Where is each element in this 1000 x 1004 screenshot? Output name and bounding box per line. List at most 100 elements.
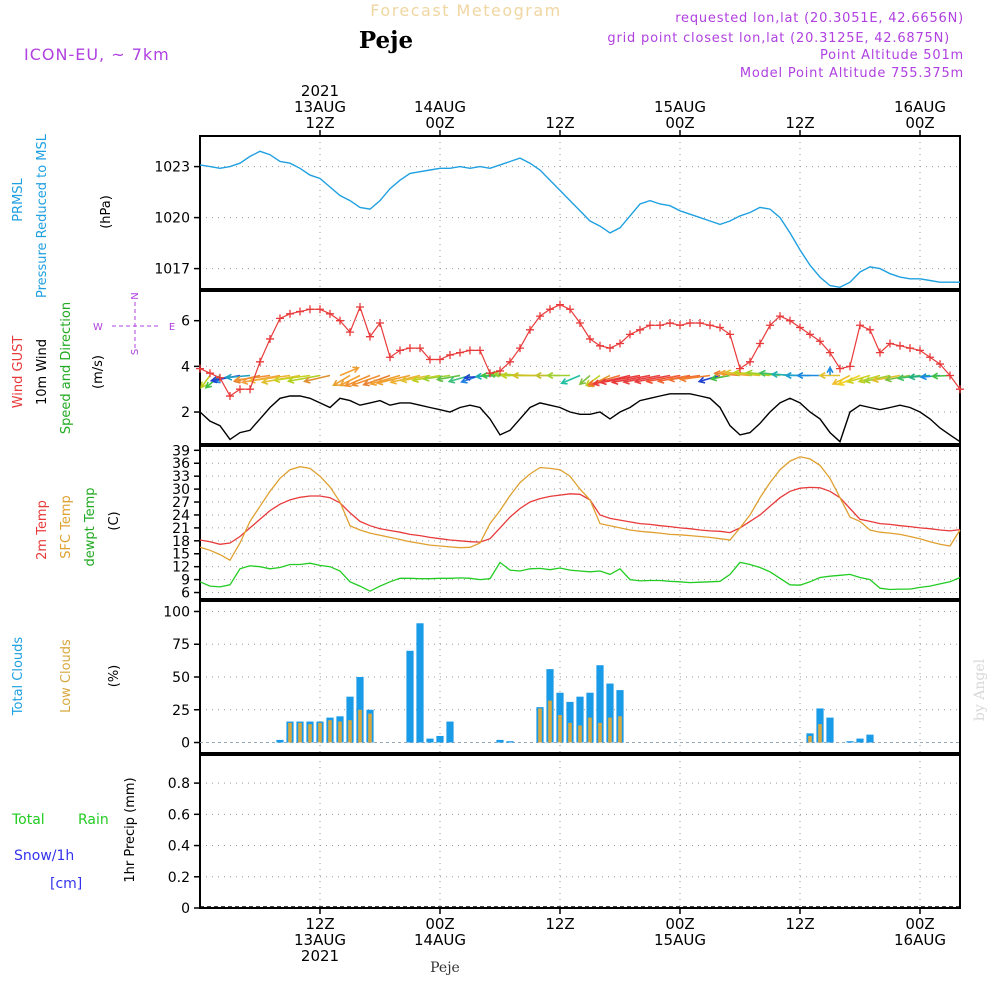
total-clouds-bar: [596, 665, 604, 743]
wind-arrow-head: [784, 371, 792, 380]
wind-gust-marker: [916, 346, 924, 355]
y-tick-label: 1020: [154, 211, 190, 227]
total-clouds-bar: [866, 734, 874, 743]
pressure-label-desc: Pressure Reduced to MSL: [35, 133, 50, 298]
wind-gust-marker: [526, 325, 534, 334]
wind-10m-label: 10m Wind: [35, 339, 50, 405]
wind-direction-arrow: [343, 374, 371, 388]
wind-direction-arrow: [286, 374, 321, 384]
wind-gust-marker: [596, 341, 604, 350]
panel-frame: [199, 600, 961, 754]
wind-gust-marker: [476, 346, 484, 355]
y-tick-label: 6: [181, 314, 190, 330]
top-time-label: 16AUG: [894, 98, 946, 116]
y-tick-label: 12: [172, 560, 190, 576]
wind-arrow-shaft: [872, 374, 901, 382]
total-clouds-bar: [566, 701, 574, 743]
wind-direction-arrow: [435, 374, 461, 383]
wind-gust-marker: [896, 341, 904, 350]
wind-direction-arrow: [622, 374, 661, 385]
low-clouds-bar: [288, 722, 292, 743]
wind-direction-arrow: [302, 374, 331, 384]
total-clouds-bar: [606, 683, 614, 743]
bottom-time-label: 15AUG: [654, 931, 706, 949]
low-clouds-bar: [588, 717, 592, 743]
wind-arrow-head: [499, 371, 508, 380]
wind-gust-marker: [846, 362, 854, 371]
requested-coords: requested lon,lat (20.3051E, 42.6656N): [675, 11, 964, 26]
wind-arrow-head: [930, 372, 939, 380]
wind-arrow-head: [422, 374, 430, 382]
wind-arrow-shaft: [339, 367, 359, 377]
bottom-time-label: 12Z: [305, 915, 334, 933]
wind-arrow-head: [826, 365, 834, 374]
y-tick-label: 4: [181, 359, 190, 375]
total-clouds-bar: [846, 741, 854, 743]
wind-gust-marker: [236, 385, 244, 394]
wind-gust-marker: [466, 346, 474, 355]
model-altitude: Model Point Altitude 755.375m: [740, 66, 964, 81]
bottom-location-label: Peje: [430, 960, 460, 976]
wind-gust-marker: [266, 334, 274, 343]
wind-arrow-shaft: [288, 374, 321, 383]
y-tick-label: 39: [172, 443, 190, 459]
low-clouds-bar: [338, 721, 342, 743]
wind-arrow-head: [474, 372, 482, 380]
total-clouds-bar: [436, 735, 444, 743]
y-tick-label: 0.4: [168, 839, 190, 855]
top-time-label: 00Z: [665, 114, 694, 132]
wind-arrow-head: [545, 371, 554, 380]
y-tick-label: 36: [172, 456, 190, 472]
wind-arrow-shaft: [847, 374, 871, 383]
wind-arrow-shaft: [437, 374, 461, 381]
wind-arrow-shaft: [200, 375, 211, 388]
wind-panel: 2 4 6: [181, 290, 964, 445]
wind-gust-marker: [556, 300, 564, 309]
wind-arrow-head: [332, 379, 340, 387]
wind-gust-marker: [806, 330, 814, 339]
wind-arrow-shaft: [249, 374, 291, 382]
wind-gust-marker: [686, 318, 694, 327]
wind-arrow-head: [204, 381, 213, 389]
wind-gust-marker: [876, 348, 884, 357]
wind-gust-marker: [706, 321, 714, 330]
clouds-unit-label: (%): [107, 665, 122, 688]
wind-arrow-shaft: [725, 371, 761, 377]
wind-arrow-head: [723, 369, 732, 377]
pressure-label-prmsl: PRMSL: [11, 177, 26, 221]
wind-gust-marker: [356, 302, 364, 311]
wind-arrow-head: [200, 381, 208, 389]
total-clouds-bar: [496, 739, 504, 743]
bottom-time-label: 14AUG: [414, 931, 466, 949]
wind-arrow-shaft: [909, 374, 931, 379]
sfc-line: [199, 456, 961, 562]
total-clouds-bar: [426, 738, 434, 743]
bottom-time-label: 12Z: [785, 915, 814, 933]
total-clouds-bar: [446, 721, 454, 743]
top-time-label: 2021: [301, 82, 339, 100]
wind-gust-marker: [656, 321, 664, 330]
wind-gust-marker: [766, 321, 774, 330]
wind-direction-arrow: [200, 375, 211, 389]
wind-gust-marker: [336, 316, 344, 325]
wind-gust-marker: [286, 309, 294, 318]
wind-gust-marker: [226, 392, 234, 401]
wind-gust-marker: [486, 369, 494, 378]
wind-arrow-head: [919, 373, 927, 381]
wind-gust-marker: [496, 366, 504, 375]
wind-direction-arrow: [770, 370, 801, 379]
wind-arrow-shaft: [646, 374, 681, 383]
top-time-label: 00Z: [905, 114, 934, 132]
wind-gust-marker: [866, 325, 874, 334]
snow-unit-label: [cm]: [50, 876, 82, 892]
low-clouds-bar: [328, 720, 332, 743]
y-tick-label: 33: [172, 469, 190, 485]
wind-direction-arrow: [826, 365, 834, 376]
bottom-time-label: 00Z: [905, 915, 934, 933]
low-clouds-bar: [358, 709, 362, 743]
y-tick-label: 50: [172, 670, 190, 686]
wind-arrow-shaft: [235, 374, 271, 381]
wind-direction-arrow: [224, 373, 251, 381]
wind-arrow-shaft: [226, 374, 251, 379]
